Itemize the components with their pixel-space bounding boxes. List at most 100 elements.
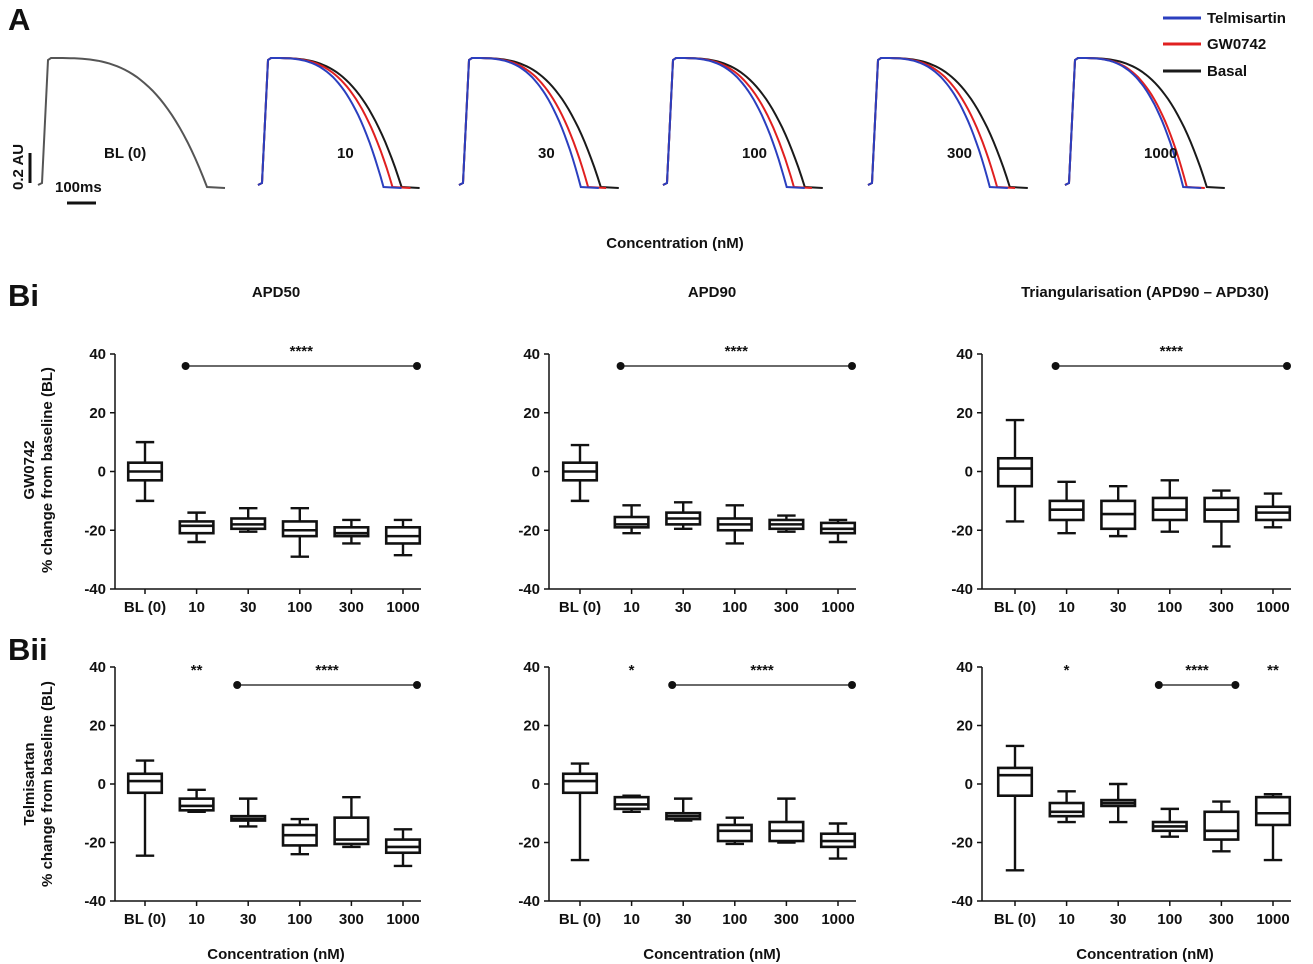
horizontal-scale-label: 100ms: [55, 179, 102, 196]
x-tick-label-p4: 10: [188, 911, 205, 928]
ap-trace-telmisartan-1000: [1064, 57, 1202, 189]
iqr-box: [1254, 795, 1292, 827]
x-tick-label-p4: BL (0): [124, 911, 166, 928]
box-p1-100: [281, 507, 318, 558]
significance-dot-p3: [1051, 362, 1060, 370]
iqr-box: [613, 795, 650, 811]
box-p3-100: [1151, 479, 1188, 533]
x-tick-label-p6: 100: [1157, 911, 1182, 928]
y-tick-label-p4: 20: [89, 718, 106, 735]
box-p2-BL0: [561, 443, 599, 503]
iqr-box: [561, 772, 599, 795]
ap-trace-basal-BL0: [37, 57, 226, 189]
y-tick-label-p1: -40: [84, 581, 106, 598]
significance-label-p3: ****: [1160, 343, 1184, 360]
significance-label-p5: *: [629, 662, 635, 679]
box-p5-BL0: [561, 762, 599, 862]
x-tick-label-p2: BL (0): [559, 599, 601, 616]
action-potential-traces: BL (0) 10 30 100 300 1000: [37, 57, 1225, 189]
x-tick-label-p3: 30: [1110, 599, 1127, 616]
iqr-box: [178, 520, 215, 535]
ap-trace-telmisartan-30: [458, 57, 599, 189]
iqr-box: [613, 515, 650, 529]
vertical-scale-label: 0.2 AU: [10, 144, 27, 190]
trace-label-100: 100: [742, 145, 767, 162]
x-tick-label-p3: 100: [1157, 599, 1182, 616]
significance-label-p5: ****: [750, 662, 774, 679]
column-title-triangularisation: Triangularisation (APD90 – APD30): [1021, 284, 1269, 301]
x-tick-label-p4: 30: [240, 911, 257, 928]
iqr-box: [178, 797, 215, 812]
y-tick-label-p5: -40: [518, 893, 540, 910]
box-p2-300: [768, 514, 805, 533]
box-p4-1000: [384, 828, 422, 868]
panel-a-x-axis-title: Concentration (nM): [606, 235, 743, 252]
y-tick-label-p1: 40: [89, 346, 106, 363]
y-tick-label-p5: 0: [532, 776, 540, 793]
box-p6-10: [1048, 790, 1085, 824]
x-tick-label-p1: 1000: [386, 599, 419, 616]
row-axis-title-gw0742: % change from baseline (BL): [39, 367, 56, 573]
box-p5-1000: [819, 822, 857, 860]
row-title-gw0742: GW0742: [21, 440, 38, 499]
iqr-box: [996, 456, 1034, 488]
y-tick-label-p3: -20: [951, 522, 973, 539]
x-tick-label-p1: 100: [287, 599, 312, 616]
y-tick-label-p6: 40: [956, 659, 973, 676]
box-p1-BL0: [126, 440, 164, 503]
y-tick-label-p1: 20: [89, 405, 106, 422]
y-tick-label-p4: 40: [89, 659, 106, 676]
legend: Telmisartin GW0742 Basal: [1163, 10, 1286, 80]
ap-trace-telmisartan-10: [257, 57, 402, 189]
y-tick-label-p6: 0: [965, 776, 973, 793]
x-tick-label-p4: 100: [287, 911, 312, 928]
y-tick-label-p6: 20: [956, 718, 973, 735]
box-p6-BL0: [996, 744, 1034, 872]
box-p6-1000: [1254, 793, 1292, 862]
significance-label-p1: ****: [290, 343, 314, 360]
significance-label-p6: **: [1267, 662, 1279, 679]
ap-trace-basal-30: [458, 57, 619, 189]
significance-dot-p1: [181, 362, 190, 370]
box-p4-30: [230, 797, 267, 828]
y-tick-label-p2: 0: [532, 464, 540, 481]
box-p3-300: [1203, 489, 1240, 548]
box-p3-1000: [1254, 492, 1292, 529]
x-tick-label-p1: 300: [339, 599, 364, 616]
y-tick-label-p2: -40: [518, 581, 540, 598]
x-tick-label-p6: 300: [1209, 911, 1234, 928]
box-p5-10: [613, 794, 650, 813]
box-p6-300: [1203, 800, 1240, 853]
y-tick-label-p5: -20: [518, 835, 540, 852]
ap-trace-gw0742-1000: [1064, 57, 1205, 189]
significance-label-p6: *: [1064, 662, 1070, 679]
box-p2-30: [665, 501, 702, 530]
x-tick-label-p5: 10: [623, 911, 640, 928]
trace-label-1000: 1000: [1144, 145, 1177, 162]
row-axis-title-telmisartan: % change from baseline (BL): [39, 681, 56, 887]
x-tick-label-p5: 1000: [821, 911, 854, 928]
y-tick-label-p3: -40: [951, 581, 973, 598]
y-tick-label-p2: 20: [523, 405, 540, 422]
column-title-apd90: APD90: [688, 284, 736, 301]
x-tick-label-p3: 1000: [1256, 599, 1289, 616]
y-tick-label-p2: -20: [518, 522, 540, 539]
legend-label-gw0742: GW0742: [1207, 36, 1266, 53]
box-p4-10: [178, 788, 215, 813]
box-p4-BL0: [126, 759, 164, 857]
significance-dot-p3: [1283, 362, 1291, 370]
x-tick-label-p3: BL (0): [994, 599, 1036, 616]
box-p5-30: [665, 797, 702, 822]
panel-label-a: A: [8, 2, 30, 37]
y-tick-label-p6: -20: [951, 835, 973, 852]
y-tick-label-p5: 40: [523, 659, 540, 676]
significance-dot-p6: [1231, 681, 1240, 689]
box-p5-100: [716, 816, 753, 846]
ap-trace-basal-300: [867, 57, 1028, 189]
iqr-box: [996, 766, 1034, 797]
x-tick-label-p2: 30: [675, 599, 692, 616]
x-tick-label-p1: 10: [188, 599, 205, 616]
box-p2-100: [716, 504, 753, 545]
